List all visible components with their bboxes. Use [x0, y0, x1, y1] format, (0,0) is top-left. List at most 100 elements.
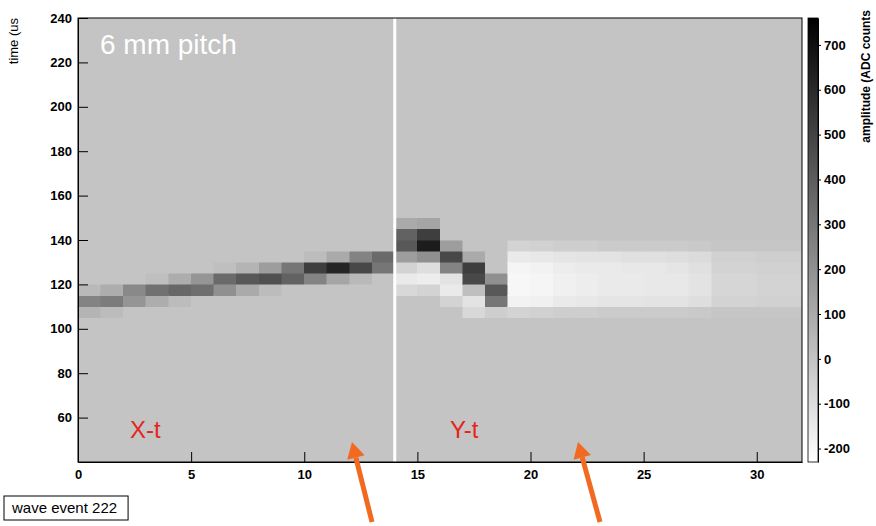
tick-label: 10 — [298, 467, 312, 482]
tick-label: 500 — [824, 127, 846, 142]
heatmap-cell — [598, 240, 621, 251]
annotation: Y-t — [450, 416, 479, 443]
heatmap-cell — [553, 251, 576, 262]
heatmap-cell — [508, 262, 531, 273]
heatmap-cell — [598, 273, 621, 284]
tick: 400 — [818, 172, 846, 187]
heatmap-cell — [350, 229, 373, 240]
heatmap-cell — [123, 240, 146, 251]
heatmap-cell — [327, 240, 350, 251]
heatmap-cell — [757, 229, 780, 240]
tick-label: 200 — [824, 262, 846, 277]
heatmap-cell — [214, 307, 237, 318]
tick: 60 — [58, 410, 88, 425]
heatmap-cell — [440, 307, 463, 318]
tick: -200 — [818, 441, 850, 456]
heatmap-cell — [553, 296, 576, 307]
heatmap-cell — [666, 307, 689, 318]
heatmap-cell — [734, 218, 757, 229]
heatmap-cell — [531, 307, 554, 318]
tick-mark — [78, 418, 88, 419]
heatmap-cell — [689, 229, 712, 240]
heatmap-cell — [327, 318, 350, 462]
heatmap-cell — [169, 318, 192, 462]
heatmap-cell — [282, 284, 305, 295]
heatmap-cell — [78, 240, 101, 251]
heatmap-cell — [101, 273, 124, 284]
heatmap-cell — [350, 273, 373, 284]
tick-label: 700 — [824, 38, 846, 53]
heatmap-cell — [78, 273, 101, 284]
tick-label: 200 — [50, 99, 72, 114]
heatmap-cell — [101, 229, 124, 240]
heatmap-cell — [531, 284, 554, 295]
tick-label: 100 — [824, 307, 846, 322]
heatmap-cell — [598, 296, 621, 307]
heatmap-cell — [576, 296, 599, 307]
tick-mark — [818, 135, 821, 136]
heatmap-cell — [395, 307, 418, 318]
tick: 5 — [188, 452, 195, 482]
heatmap-cell — [417, 18, 440, 218]
heatmap-cell — [123, 307, 146, 318]
heatmap-cell — [191, 318, 214, 462]
heatmap-cell — [259, 262, 282, 273]
tick-mark — [78, 373, 88, 374]
heatmap-cell — [214, 318, 237, 462]
heatmap-cell — [282, 218, 305, 229]
tick: 200 — [818, 262, 846, 277]
heatmap-cell — [440, 229, 463, 240]
heatmap-cell — [598, 284, 621, 295]
y-axis: 6080100120140160180200220240 — [50, 11, 88, 463]
heatmap-cell — [508, 284, 531, 295]
heatmap-cell — [553, 240, 576, 251]
heatmap-cell — [689, 262, 712, 273]
heatmap-cell — [644, 18, 667, 218]
heatmap-cell — [372, 296, 395, 307]
heatmap-cell — [169, 273, 192, 284]
heatmap-cell — [689, 218, 712, 229]
tick-mark — [818, 45, 821, 46]
heatmap-cell — [485, 229, 508, 240]
heatmap-cell — [101, 284, 124, 295]
heatmap-cell — [734, 18, 757, 218]
heatmap-cell — [417, 240, 440, 251]
heatmap-cell — [169, 229, 192, 240]
heatmap-cell — [689, 18, 712, 218]
heatmap-cell — [463, 307, 486, 318]
heatmap-cell — [214, 251, 237, 262]
heatmap-cell — [259, 218, 282, 229]
heatmap-cell — [169, 296, 192, 307]
heatmap-cell — [666, 240, 689, 251]
heatmap-cell — [236, 229, 259, 240]
heatmap-cell — [508, 251, 531, 262]
heatmap-cell — [169, 251, 192, 262]
heatmap-cell — [531, 218, 554, 229]
heatmap-cell — [553, 18, 576, 218]
heatmap-cell — [78, 318, 101, 462]
tick-label: -100 — [824, 396, 850, 411]
tick: 220 — [50, 55, 88, 70]
heatmap-cell — [666, 284, 689, 295]
heatmap-cell — [123, 296, 146, 307]
heatmap-cell — [372, 18, 395, 218]
heatmap-cell — [282, 251, 305, 262]
heatmap-cell — [169, 284, 192, 295]
heatmap-cell — [395, 262, 418, 273]
heatmap-cell — [485, 318, 508, 462]
heatmap-cell — [372, 262, 395, 273]
arrow-head — [574, 442, 591, 460]
heatmap-cell — [78, 262, 101, 273]
heatmap-cell — [621, 318, 644, 462]
axis-line — [818, 19, 819, 463]
heatmap-cell — [531, 240, 554, 251]
divider-line — [393, 18, 396, 462]
heatmap-cell — [259, 307, 282, 318]
heatmap-cell — [712, 273, 735, 284]
heatmap-cell — [259, 296, 282, 307]
heatmap-cell — [304, 284, 327, 295]
tick-label: 140 — [50, 233, 72, 248]
heatmap-cell — [576, 240, 599, 251]
heatmap-cell — [779, 18, 802, 218]
heatmap-cell — [350, 251, 373, 262]
